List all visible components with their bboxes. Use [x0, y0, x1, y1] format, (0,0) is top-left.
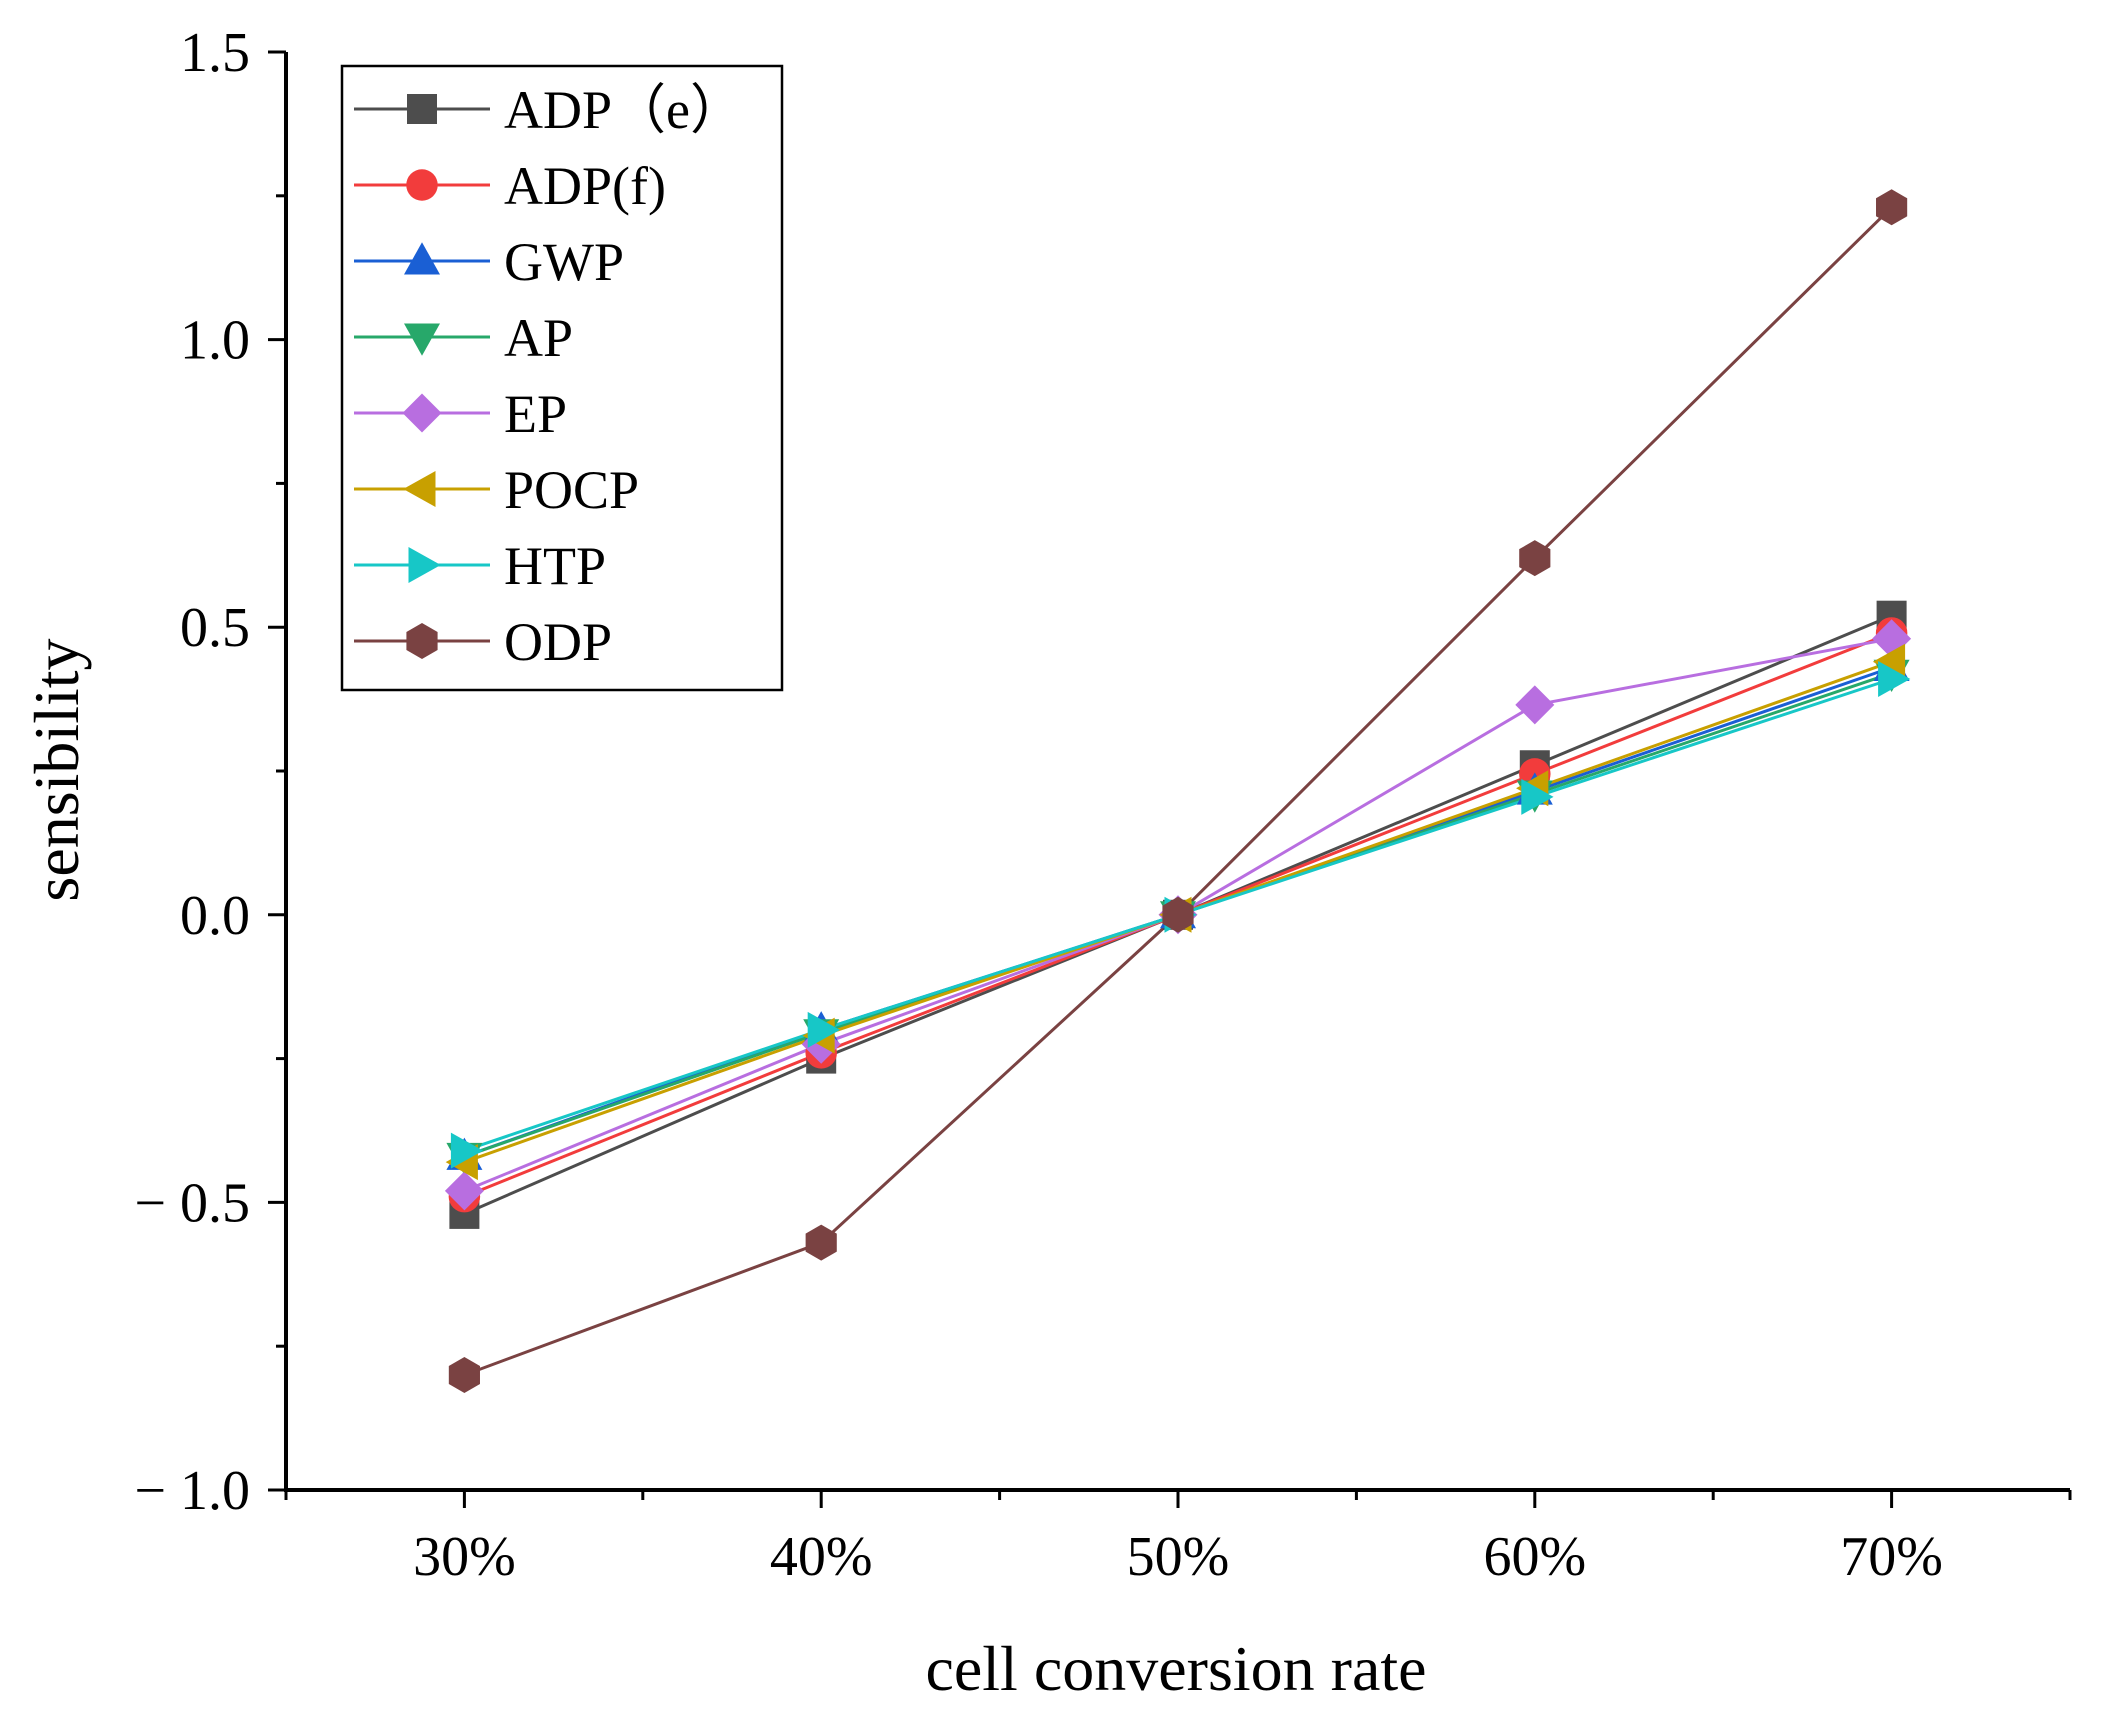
legend-marker [404, 242, 440, 275]
legend-label: ADP(f) [504, 156, 666, 216]
data-point-htp [807, 1011, 840, 1048]
legend-item-pocp: POCP [354, 460, 639, 520]
y-tick-label: 0.0 [180, 885, 250, 947]
legend-label: AP [504, 308, 573, 368]
data-point-odp [1519, 540, 1551, 577]
x-tick-label: 30% [413, 1526, 516, 1588]
legend-item-adp-e: ADP（e） [354, 80, 744, 140]
legend-item-gwp: GWP [354, 232, 624, 292]
legend-marker [407, 94, 437, 124]
data-point-ep [1515, 685, 1555, 725]
data-point-odp [1876, 189, 1908, 226]
y-tick-label: − 1.0 [134, 1460, 250, 1522]
legend-item-adp-f: ADP(f) [354, 156, 666, 216]
legend-label: POCP [504, 460, 639, 520]
y-tick-label: 0.5 [180, 597, 250, 659]
legend-label: ODP [504, 612, 612, 672]
legend-item-ep: EP [354, 384, 567, 444]
x-tick-label: 60% [1483, 1526, 1586, 1588]
legend-box [340, 64, 784, 692]
legend-marker [408, 547, 441, 583]
legend-item-odp: ODP [354, 612, 612, 672]
data-point-odp [805, 1224, 837, 1261]
data-point-htp [1521, 778, 1554, 815]
y-tick-label: 1.0 [180, 310, 250, 372]
legend-label: HTP [504, 536, 606, 596]
y-tick-label: 1.5 [180, 22, 250, 84]
legend-marker [406, 623, 438, 659]
legend-marker [406, 169, 438, 201]
series-markers-odp [448, 189, 1908, 1393]
data-point-odp [1162, 896, 1194, 933]
legend-item-ap: AP [354, 308, 573, 368]
legend-marker [403, 471, 436, 507]
data-point-odp [448, 1356, 480, 1393]
x-tick-label: 70% [1840, 1526, 1943, 1588]
x-tick-label: 50% [1127, 1526, 1230, 1588]
data-point-ep [444, 1171, 484, 1211]
legend: ADP（e） ADP(f) GWP AP EP POCP HTP ODP [340, 64, 784, 692]
legend-marker [404, 323, 440, 356]
legend-label: ADP（e） [504, 80, 744, 140]
x-axis-title: cell conversion rate [925, 1633, 1426, 1704]
data-point-pocp [1872, 643, 1906, 680]
data-point-htp [450, 1132, 484, 1169]
axes: − 1.0 − 0.5 0.0 0.5 1.0 1.5 30% 40% 50% 60% 70% [134, 22, 2072, 1588]
legend-label: EP [504, 384, 567, 444]
legend-label: GWP [504, 232, 624, 292]
legend-marker [402, 393, 442, 433]
series-layer [444, 189, 1912, 1393]
x-tick-label: 40% [770, 1526, 873, 1588]
data-point-htp [1878, 660, 1911, 697]
y-tick-label: − 0.5 [134, 1172, 250, 1234]
y-axis-title: sensibility [21, 638, 92, 901]
legend-item-htp: HTP [354, 536, 606, 596]
